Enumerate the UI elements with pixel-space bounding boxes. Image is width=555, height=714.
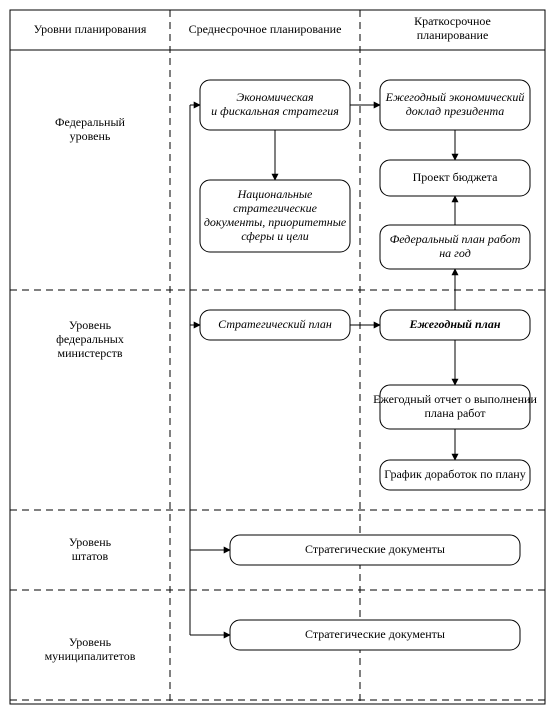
col-header-c0: Уровни планирования <box>34 22 147 36</box>
col-header-c1: Среднесрочное планирование <box>189 22 342 36</box>
node-text-n10: Стратегические документы <box>305 542 445 556</box>
node-text-n4: Проект бюджета <box>413 170 498 184</box>
node-text-n9: График доработок по плану <box>384 467 525 481</box>
row-label-r1: Федеральныйуровень <box>55 115 125 143</box>
row-label-r3: Уровеньштатов <box>69 535 112 563</box>
node-text-n6: Стратегический план <box>218 317 332 331</box>
row-label-r4: Уровеньмуниципалитетов <box>45 635 136 663</box>
node-text-n7: Ежегодный план <box>409 317 501 331</box>
node-text-n11: Стратегические документы <box>305 627 445 641</box>
col-header-c2: Краткосрочноепланирование <box>414 14 491 42</box>
row-label-r2: Уровеньфедеральныхминистерств <box>56 318 124 360</box>
node-text-n2: Ежегодный экономическийдоклад президента <box>385 90 525 118</box>
